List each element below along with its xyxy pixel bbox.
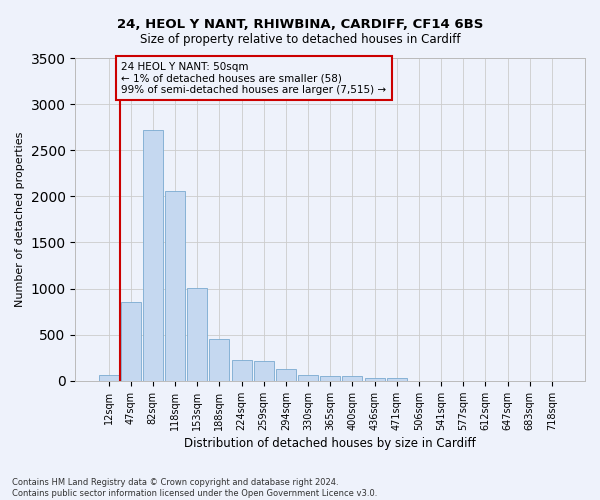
Bar (387, 378, 407, 381)
Bar (121, 302, 140, 381)
Text: 24, HEOL Y NANT, RHIWBINA, CARDIFF, CF14 6BS: 24, HEOL Y NANT, RHIWBINA, CARDIFF, CF14… (117, 18, 483, 30)
Text: Contains HM Land Registry data © Crown copyright and database right 2024.
Contai: Contains HM Land Registry data © Crown c… (12, 478, 377, 498)
Text: Size of property relative to detached houses in Cardiff: Size of property relative to detached ho… (140, 32, 460, 46)
Bar (143, 130, 163, 381)
Bar (276, 369, 296, 381)
Bar (98, 376, 119, 381)
Bar (365, 378, 385, 381)
Bar (187, 288, 207, 381)
Text: 24 HEOL Y NANT: 50sqm
← 1% of detached houses are smaller (58)
99% of semi-detac: 24 HEOL Y NANT: 50sqm ← 1% of detached h… (121, 62, 386, 95)
Bar (232, 360, 251, 381)
Y-axis label: Number of detached properties: Number of detached properties (15, 132, 25, 307)
Bar (209, 340, 229, 381)
Bar (298, 375, 318, 381)
Bar (254, 360, 274, 381)
Bar (320, 376, 340, 381)
Bar (343, 376, 362, 381)
Bar (165, 191, 185, 381)
X-axis label: Distribution of detached houses by size in Cardiff: Distribution of detached houses by size … (184, 437, 476, 450)
